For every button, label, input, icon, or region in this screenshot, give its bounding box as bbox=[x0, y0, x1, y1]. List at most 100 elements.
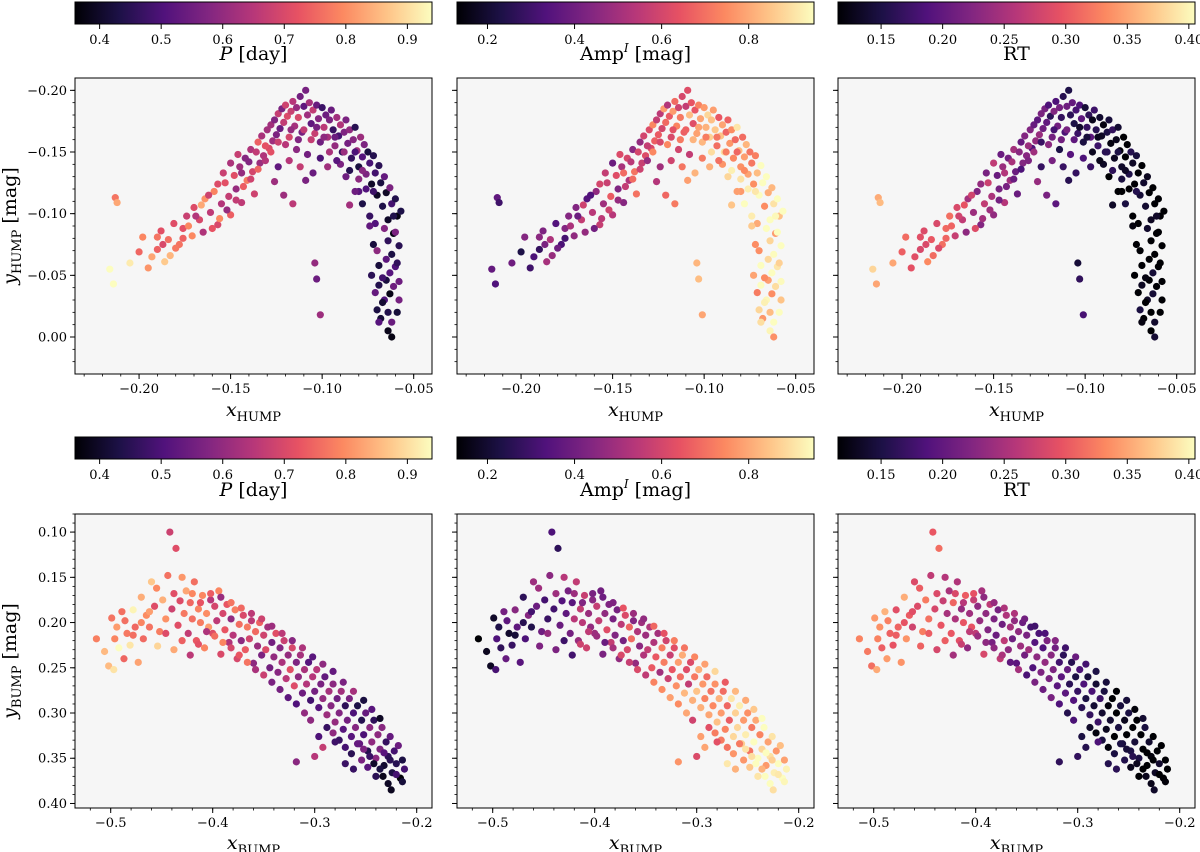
data-point bbox=[711, 680, 719, 688]
data-point bbox=[652, 178, 661, 186]
data-point bbox=[532, 602, 541, 610]
data-point bbox=[113, 198, 121, 207]
data-point bbox=[691, 106, 699, 114]
colorbar-tick-label: 0.6 bbox=[212, 33, 233, 48]
data-point bbox=[493, 635, 501, 643]
data-point bbox=[1033, 116, 1042, 124]
data-point bbox=[702, 123, 710, 131]
data-point bbox=[197, 201, 205, 209]
data-point bbox=[697, 703, 705, 712]
data-point bbox=[744, 709, 752, 717]
data-point bbox=[234, 150, 242, 159]
data-point bbox=[1161, 778, 1170, 786]
data-point bbox=[358, 153, 367, 161]
data-point bbox=[707, 687, 715, 695]
data-point bbox=[366, 222, 374, 230]
data-point bbox=[148, 253, 156, 261]
y-tick-label: −0.20 bbox=[27, 84, 67, 99]
data-point bbox=[760, 723, 768, 732]
data-point bbox=[325, 148, 334, 156]
data-point bbox=[398, 778, 407, 786]
x-tick-label: −0.05 bbox=[394, 382, 434, 397]
data-point bbox=[305, 99, 313, 107]
x-tick-label: −0.3 bbox=[1062, 816, 1094, 831]
x-tick-label: −0.20 bbox=[119, 382, 159, 397]
data-point bbox=[697, 732, 705, 741]
data-point bbox=[902, 635, 910, 643]
data-point bbox=[878, 644, 886, 652]
data-point bbox=[678, 92, 686, 101]
data-point bbox=[574, 212, 582, 220]
colorbar-tick-label: 0.8 bbox=[738, 468, 759, 483]
data-point bbox=[1108, 694, 1116, 703]
data-point bbox=[358, 756, 366, 764]
data-point bbox=[855, 635, 864, 643]
data-point bbox=[371, 289, 379, 297]
x-tick-label: −0.4 bbox=[960, 816, 992, 831]
data-point bbox=[389, 212, 398, 220]
data-point bbox=[1061, 644, 1070, 652]
data-point bbox=[298, 644, 307, 652]
colorbar-tick-label: 0.9 bbox=[397, 33, 418, 48]
data-point bbox=[614, 185, 622, 193]
data-point bbox=[596, 180, 604, 188]
data-point bbox=[616, 150, 624, 159]
data-point bbox=[1114, 148, 1122, 156]
data-point bbox=[298, 689, 307, 697]
data-point bbox=[644, 646, 652, 654]
data-point bbox=[1116, 702, 1125, 710]
data-point bbox=[634, 148, 642, 156]
x-tick-label: −0.4 bbox=[579, 816, 611, 831]
data-point bbox=[268, 638, 276, 647]
data-point bbox=[749, 180, 758, 188]
data-point bbox=[216, 215, 224, 223]
data-point bbox=[219, 169, 227, 177]
data-point bbox=[126, 641, 134, 649]
data-point bbox=[942, 224, 950, 233]
data-point bbox=[179, 234, 187, 242]
data-point bbox=[1057, 113, 1065, 122]
data-point bbox=[371, 169, 379, 177]
data-point bbox=[1110, 750, 1119, 758]
data-point bbox=[375, 318, 383, 326]
x-axis-label: xHUMP bbox=[226, 399, 281, 425]
data-point bbox=[724, 173, 732, 181]
data-point bbox=[319, 743, 327, 751]
data-point bbox=[1044, 141, 1053, 149]
data-point bbox=[274, 138, 282, 146]
data-point bbox=[621, 182, 630, 191]
data-point bbox=[366, 159, 374, 167]
colorbar-tick-label: 0.35 bbox=[1113, 468, 1142, 483]
data-point bbox=[121, 617, 129, 625]
data-point bbox=[1010, 175, 1018, 183]
data-point bbox=[544, 615, 552, 623]
data-point bbox=[135, 248, 143, 256]
data-point bbox=[1010, 609, 1019, 618]
data-point bbox=[362, 709, 370, 717]
data-point bbox=[227, 615, 235, 623]
data-point bbox=[258, 132, 266, 140]
data-point bbox=[1070, 120, 1078, 128]
data-point bbox=[287, 126, 295, 134]
data-point bbox=[629, 175, 637, 183]
data-point bbox=[217, 593, 225, 601]
data-point bbox=[1150, 786, 1158, 794]
data-point bbox=[1145, 255, 1153, 263]
data-point bbox=[274, 668, 282, 676]
data-point bbox=[391, 195, 399, 203]
data-point bbox=[684, 86, 692, 94]
data-point bbox=[718, 121, 727, 129]
data-point bbox=[1096, 113, 1104, 122]
data-point bbox=[990, 599, 998, 607]
data-point bbox=[329, 680, 337, 688]
data-point bbox=[1002, 611, 1010, 619]
data-point bbox=[211, 602, 219, 610]
data-point bbox=[302, 680, 311, 688]
data-point bbox=[371, 219, 379, 228]
data-point bbox=[353, 740, 362, 748]
data-point bbox=[1013, 190, 1022, 198]
data-point bbox=[709, 702, 717, 710]
data-point bbox=[342, 116, 350, 124]
data-point bbox=[658, 685, 666, 694]
data-point bbox=[214, 180, 222, 188]
